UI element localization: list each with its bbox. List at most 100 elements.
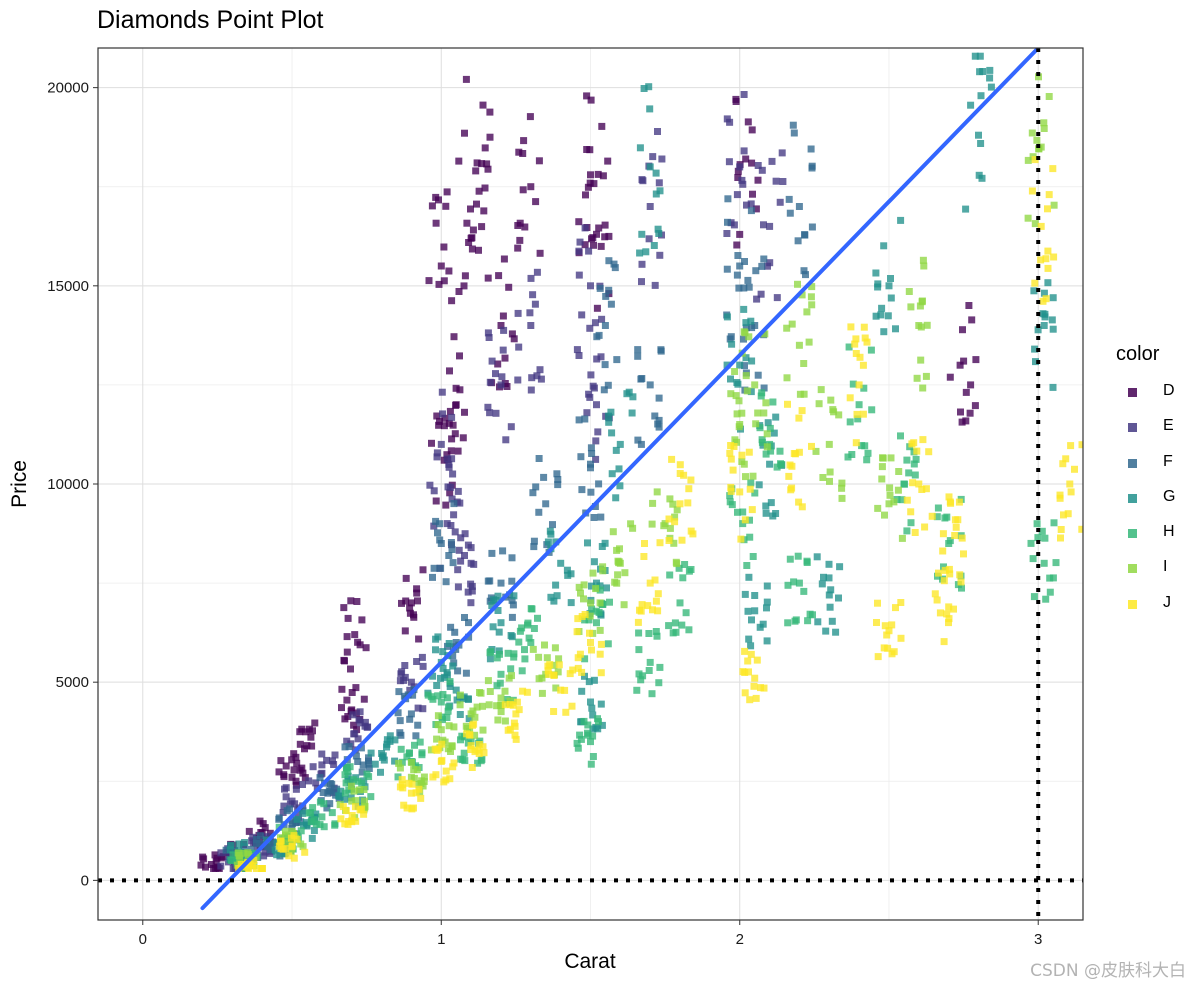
data-point-J <box>352 817 360 825</box>
data-point-E <box>655 179 663 187</box>
data-point-G <box>439 664 447 672</box>
data-point-D <box>461 129 468 137</box>
data-point-D <box>440 277 448 285</box>
data-point-G <box>281 850 289 858</box>
data-point-G <box>605 412 613 420</box>
data-point-H <box>444 707 452 715</box>
data-point-I <box>360 786 368 793</box>
data-point-J <box>935 569 942 577</box>
data-point-F <box>352 752 360 760</box>
data-point-J <box>290 832 298 840</box>
data-point-G <box>552 581 560 589</box>
data-point-J <box>744 657 752 665</box>
y-tick-label: 5000 <box>56 674 89 691</box>
data-point-D <box>475 246 482 254</box>
data-point-F <box>747 207 755 215</box>
data-point-G <box>747 642 755 650</box>
data-point-G <box>636 249 644 257</box>
data-point-G <box>825 560 833 568</box>
legend-key-E <box>1128 423 1137 433</box>
data-point-J <box>795 448 803 456</box>
data-point-D <box>484 165 492 173</box>
data-point-I <box>589 569 597 577</box>
data-point-F <box>508 554 516 562</box>
data-point-J <box>945 565 953 573</box>
data-point-E <box>773 294 781 302</box>
data-point-F <box>449 652 457 660</box>
data-point-H <box>405 750 413 758</box>
data-point-H <box>777 460 784 468</box>
data-point-J <box>576 650 584 658</box>
data-point-D <box>197 861 205 869</box>
data-point-F <box>436 520 444 528</box>
data-point-I <box>803 308 811 316</box>
data-point-D <box>448 297 456 305</box>
data-point-J <box>1028 187 1036 195</box>
data-point-H <box>1027 539 1035 547</box>
data-point-G <box>445 640 453 647</box>
data-point-E <box>646 203 654 210</box>
data-point-H <box>846 418 854 426</box>
data-point-D <box>410 613 418 621</box>
data-point-F <box>760 384 768 392</box>
data-point-F <box>760 255 768 263</box>
data-point-F <box>595 480 603 488</box>
data-point-G <box>605 418 613 426</box>
data-point-H <box>589 753 597 760</box>
data-point-G <box>762 509 770 517</box>
trend-line-group <box>200 48 1041 911</box>
data-point-E <box>457 557 465 565</box>
data-point-D <box>510 335 518 343</box>
data-point-E <box>438 388 446 396</box>
data-point-D <box>744 118 752 126</box>
data-point-J <box>957 578 965 586</box>
data-point-J <box>859 410 867 418</box>
data-point-E <box>266 849 274 857</box>
data-point-J <box>687 527 695 535</box>
data-point-J <box>786 461 794 469</box>
data-point-J <box>741 689 749 697</box>
data-point-G <box>756 623 764 631</box>
data-point-J <box>950 605 957 613</box>
data-point-H <box>905 469 913 477</box>
data-point-I <box>800 360 808 367</box>
y-tick-label: 20000 <box>47 80 89 97</box>
data-point-J <box>644 602 652 610</box>
data-point-D <box>445 419 453 427</box>
data-point-I <box>878 463 886 471</box>
data-point-G <box>748 357 756 365</box>
data-point-J <box>940 577 948 585</box>
data-point-H <box>589 732 597 740</box>
data-point-F <box>406 715 414 723</box>
data-point-H <box>349 776 357 784</box>
data-point-E <box>531 300 539 308</box>
data-point-F <box>637 375 645 383</box>
data-point-E <box>419 705 427 713</box>
data-point-D <box>435 280 443 288</box>
data-point-I <box>733 410 741 418</box>
data-point-F <box>434 529 441 537</box>
data-point-H <box>678 621 686 629</box>
legend-label-F: F <box>1163 452 1173 470</box>
data-point-J <box>348 812 356 819</box>
data-point-E <box>454 583 462 591</box>
data-point-I <box>580 581 588 589</box>
data-point-D <box>484 274 492 282</box>
data-point-F <box>740 284 748 292</box>
data-point-D <box>407 599 415 607</box>
data-point-E <box>419 662 427 670</box>
data-point-J <box>945 615 953 623</box>
data-point-F <box>575 416 583 424</box>
data-point-G <box>897 216 905 224</box>
data-point-D <box>467 205 474 213</box>
data-point-G <box>979 68 987 75</box>
data-point-I <box>410 766 418 774</box>
data-point-D <box>965 302 973 309</box>
data-point-F <box>454 667 462 675</box>
data-point-I <box>288 827 296 835</box>
data-point-J <box>918 486 926 493</box>
data-point-I <box>917 356 925 364</box>
data-point-D <box>972 356 980 364</box>
data-point-H <box>358 779 366 787</box>
data-point-J <box>888 621 896 629</box>
